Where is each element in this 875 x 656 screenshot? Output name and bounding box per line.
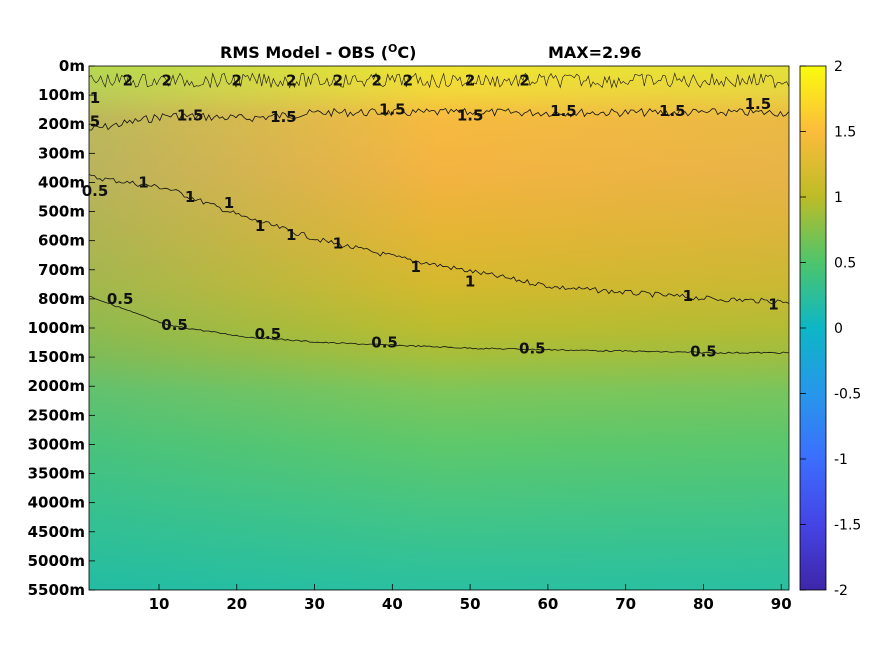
y-tick-label: 1500m (28, 348, 85, 366)
contour-label: 0.5 (371, 334, 398, 352)
y-tick-label: 5000m (28, 552, 85, 570)
contour-label: 0.5 (690, 342, 717, 360)
x-tick-label: 10 (149, 595, 170, 613)
contour-lines (89, 72, 789, 354)
colorbar-tick-label: -0.5 (834, 387, 861, 403)
contour-label: 5 (90, 112, 100, 130)
contour-label: 1 (683, 287, 693, 305)
colorbar-tick-label: 0.5 (834, 256, 856, 272)
y-tick-label: 500m (38, 203, 85, 221)
contour-label: 2 (123, 72, 133, 90)
colorbar-tick-label: 1 (834, 190, 843, 206)
y-tick-label: 1000m (28, 319, 85, 337)
y-tick-label: 800m (38, 290, 85, 308)
contour-label: 2 (333, 72, 343, 90)
contour-label: 1.5 (659, 102, 686, 120)
y-tick-label: 400m (38, 173, 85, 191)
contour-label: 1.5 (550, 102, 577, 120)
contour-label: 2 (519, 72, 529, 90)
y-tick-label: 200m (38, 115, 85, 133)
contour-label: 2 (232, 72, 242, 90)
y-tick-label: 5500m (28, 581, 85, 599)
y-tick-label: 4500m (28, 523, 85, 541)
contour-label: 0.5 (519, 339, 546, 357)
contour-label: 1 (90, 89, 100, 107)
y-tick-label: 100m (38, 86, 85, 104)
contour-label: 1.5 (379, 101, 406, 119)
contour-label: 0.5 (82, 182, 109, 200)
contour-label: 1 (138, 173, 148, 191)
contour-label: 1 (185, 188, 195, 206)
colorbar: 2 1.5 1 0.5 0 -0.5 -1 -1.5 -2 (799, 59, 861, 599)
contour-label: 1 (333, 235, 343, 253)
contour-line (89, 295, 789, 354)
contour-label: 0.5 (107, 290, 134, 308)
contour-label: 0.5 (255, 325, 282, 343)
colorbar-tick-label: 0 (834, 321, 843, 337)
colorbar-tick-label: -1 (834, 452, 848, 468)
x-tick-label: 90 (771, 595, 792, 613)
y-tick-label: 3000m (28, 435, 85, 453)
x-tick-label: 50 (460, 595, 481, 613)
contour-label: 0.5 (161, 316, 188, 334)
contour-label: 2 (286, 72, 296, 90)
x-tick-label: 70 (615, 595, 636, 613)
max-label: MAX=2.96 (548, 43, 642, 62)
contour-label: 1.5 (177, 106, 204, 124)
x-tick-label: 30 (304, 595, 325, 613)
contour-label: 1.5 (270, 108, 297, 126)
y-tick-label: 0m (59, 57, 85, 75)
colorbar-tick-label: 1.5 (834, 125, 856, 141)
y-tick-label: 2000m (28, 377, 85, 395)
y-tick-label: 300m (38, 144, 85, 162)
plot-area: 1.5 1.5 1.5 1.5 1.5 1.5 1.5 1 1 1 1 1 1 1 1 1 1 0.5 0.5 0.5… (82, 65, 790, 591)
heatmap-shading (89, 66, 789, 590)
y-axis: 0m 100m 200m 300m 400m 500m 600m 700m 800m 1000m 1… (28, 57, 95, 599)
contour-line (89, 174, 789, 305)
colorbar-tick-label: 2 (834, 59, 843, 75)
x-tick-label: 60 (537, 595, 558, 613)
x-axis: 10 20 30 40 50 60 70 80 90 (149, 584, 792, 613)
contour-label: 1 (286, 226, 296, 244)
y-tick-label: 700m (38, 261, 85, 279)
contour-label: 2 (403, 72, 413, 90)
y-tick-label: 3500m (28, 465, 85, 483)
contour-label: 1 (768, 296, 778, 314)
contour-label: 1.5 (745, 95, 772, 113)
contour-line (89, 72, 789, 89)
y-tick-label: 4000m (28, 494, 85, 512)
x-tick-label: 40 (382, 595, 403, 613)
contour-label: 1 (410, 258, 420, 276)
contour-label: 2 (162, 72, 172, 90)
colorbar-tick-label: -1.5 (834, 518, 861, 534)
title: RMS Model - OBS (OC) MAX=2.96 (220, 42, 642, 62)
y-tick-label: 2500m (28, 406, 85, 424)
x-tick-label: 80 (693, 595, 714, 613)
colorbar-tick-label: -2 (834, 583, 848, 599)
contour-label: 1.5 (457, 106, 484, 124)
contour-label: 2 (465, 72, 475, 90)
contour-line (89, 107, 789, 131)
contour-label: 1 (255, 217, 265, 235)
y-tick-label: 600m (38, 232, 85, 250)
contour-label: 1 (465, 272, 475, 290)
contour-label: 1 (224, 194, 234, 212)
contour-label: 2 (372, 72, 382, 90)
contour-labels: 1.5 1.5 1.5 1.5 1.5 1.5 1.5 1 1 1 1 1 1 1 1 1 1 0.5 0.5 0.5… (82, 72, 779, 361)
chart-title: RMS Model - OBS (OC) (220, 42, 416, 62)
x-tick-label: 20 (226, 595, 247, 613)
colorbar-ticks: 2 1.5 1 0.5 0 -0.5 -1 -1.5 -2 (800, 59, 861, 599)
